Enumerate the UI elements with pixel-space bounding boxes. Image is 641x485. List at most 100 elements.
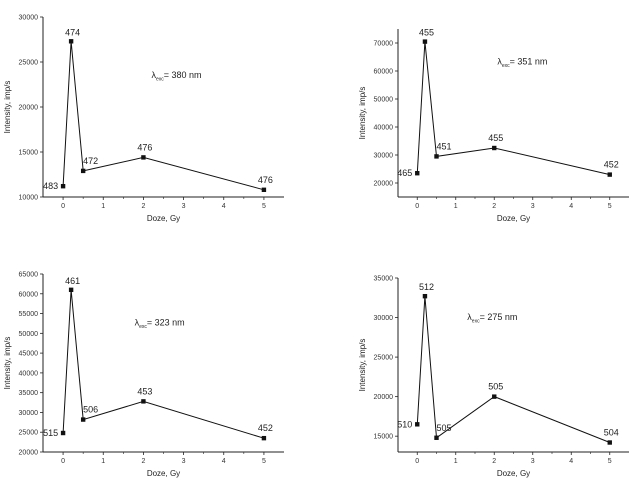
y-tick-label: 20000 [19, 105, 39, 112]
x-tick-label: 5 [262, 203, 266, 210]
lambda-subscript: exc [139, 324, 147, 330]
y-tick-label: 70000 [374, 41, 394, 48]
lambda-subscript: exc [472, 318, 480, 324]
lambda-value: = 380 nm [164, 70, 202, 80]
x-tick-label: 1 [101, 203, 105, 210]
data-point [422, 293, 428, 299]
data-point [60, 184, 66, 189]
data-label: 455 [419, 28, 434, 38]
x-tick-label: 0 [415, 203, 419, 210]
chart-4: 0 1 2 3 4 5 15000 20000 25000 30000 35000 Doze, Gy I… [358, 276, 629, 478]
data-point [607, 440, 612, 445]
x-tick-label: 3 [182, 203, 186, 210]
y-axis-title: Intensity, imp/s [3, 81, 12, 134]
y-tick-label: 45000 [19, 351, 39, 358]
y-tick-label: 50000 [374, 97, 394, 104]
data-label: 472 [83, 156, 98, 166]
x-tick-label: 1 [454, 458, 458, 465]
y-tick-label: 40000 [19, 370, 39, 377]
lambda-annotation: λexc= 380 nm [151, 70, 201, 83]
data-point [141, 155, 146, 160]
y-tick-label: 15000 [19, 150, 39, 157]
x-axis-title: Doze, Gy [497, 469, 530, 478]
x-tick-label: 5 [262, 458, 266, 465]
x-tick-label: 4 [569, 203, 573, 210]
data-label: 505 [488, 382, 503, 392]
x-tick-label: 2 [141, 458, 145, 465]
y-tick-label: 15000 [374, 434, 394, 441]
x-axis-title: Doze, Gy [147, 214, 180, 223]
data-point [68, 287, 74, 293]
y-axis-title: Intensity, imp/s [358, 87, 367, 140]
x-axis-title: Doze, Gy [497, 214, 530, 223]
x-tick-label: 4 [222, 203, 226, 210]
y-tick-label: 60000 [374, 69, 394, 76]
x-tick-label: 0 [61, 458, 65, 465]
data-label: 461 [65, 276, 80, 286]
data-point [60, 430, 66, 436]
data-point [80, 168, 86, 174]
y-tick-label: 35000 [19, 390, 39, 397]
lambda-value: = 351 nm [510, 56, 548, 66]
lambda-value: = 323 nm [147, 318, 185, 328]
y-tick-label: 30000 [19, 410, 39, 417]
y-tick-label: 60000 [19, 291, 39, 298]
data-point [492, 394, 497, 399]
data-point [415, 171, 420, 176]
lambda-value: = 275 nm [480, 312, 518, 322]
x-tick-label: 1 [101, 458, 105, 465]
y-tick-label: 40000 [374, 125, 394, 132]
y-tick-label: 20000 [19, 450, 39, 457]
lambda-symbol: λ [497, 56, 502, 66]
lambda-subscript: exc [156, 77, 164, 83]
data-label: 510 [397, 419, 412, 429]
data-label: 505 [437, 423, 452, 433]
lambda-symbol: λ [151, 70, 156, 80]
data-label: 476 [258, 175, 273, 185]
data-label: 506 [83, 405, 98, 415]
y-tick-label: 65000 [19, 272, 39, 279]
data-label: 452 [604, 160, 619, 170]
data-point [434, 435, 439, 440]
x-tick-label: 4 [222, 458, 226, 465]
chart-2: 0 1 2 3 4 5 20000 30000 40000 50000 60000 70000 Doze… [358, 28, 629, 223]
data-point [141, 399, 146, 404]
data-point [261, 187, 267, 192]
y-tick-label: 25000 [19, 430, 39, 437]
x-tick-label: 2 [141, 203, 145, 210]
lambda-symbol: λ [467, 312, 472, 322]
y-tick-label: 30000 [374, 153, 394, 160]
x-tick-label: 2 [492, 458, 496, 465]
chart-3: 0 1 2 3 4 5 20000 25000 30000 35000 40000 45000 5000… [3, 272, 284, 478]
lambda-subscript: exc [502, 63, 510, 69]
data-point [261, 435, 267, 441]
y-tick-label: 20000 [374, 181, 394, 188]
data-label: 465 [397, 168, 412, 178]
y-tick-label: 25000 [374, 355, 394, 362]
data-label: 483 [43, 181, 58, 191]
data-label: 455 [488, 133, 503, 143]
y-tick-label: 30000 [374, 315, 394, 322]
x-tick-label: 1 [454, 203, 458, 210]
series-line [62, 41, 265, 191]
lambda-annotation: λexc= 323 nm [135, 318, 185, 331]
lambda-symbol: λ [135, 318, 140, 328]
data-label: 512 [419, 282, 434, 292]
x-tick-label: 3 [531, 458, 535, 465]
data-point [80, 417, 86, 422]
lambda-annotation: λexc= 351 nm [497, 56, 547, 69]
data-point [422, 39, 428, 44]
lambda-annotation: λexc= 275 nm [467, 312, 517, 325]
data-label: 504 [604, 428, 619, 438]
chart-1: 0 1 2 3 4 5 10000 15000 20000 25000 30000 Doze, Gy I… [3, 15, 284, 223]
y-tick-label: 50000 [19, 331, 39, 338]
data-label: 452 [258, 423, 273, 433]
x-axis-title: Doze, Gy [147, 469, 180, 478]
x-tick-label: 5 [608, 458, 612, 465]
y-tick-label: 30000 [19, 15, 39, 22]
data-label: 453 [137, 386, 152, 396]
x-tick-label: 5 [608, 203, 612, 210]
data-label: 474 [65, 27, 80, 37]
y-tick-label: 35000 [374, 276, 394, 283]
